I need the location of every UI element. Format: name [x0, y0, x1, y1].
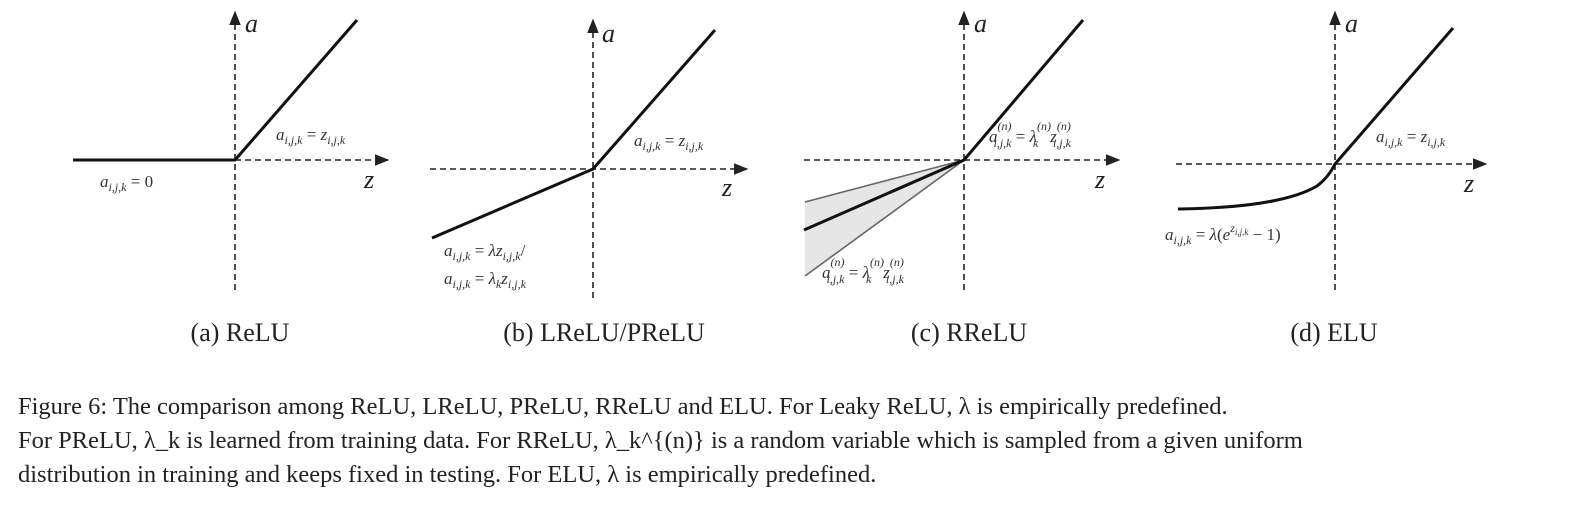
- x-axis-label: z: [1463, 169, 1474, 198]
- caption-relu: (a) ReLU: [191, 318, 290, 347]
- figure-caption-line-2: For PReLU, λ_k is learned from training …: [18, 427, 1303, 454]
- elu-curve: [1177, 27, 1455, 211]
- x-axis-label: z: [1094, 165, 1105, 194]
- elu-negative-label: ai,j,k = λ(ezi,j,k − 1): [1165, 221, 1281, 247]
- rrelu-slope-upper-bound: [804, 159, 965, 203]
- figure-label: Figure 6:: [18, 393, 108, 420]
- panel-lrelu-prelu: a z ai,j,k = zi,j,k ai,j,k = λzi,j,k/ ai…: [430, 18, 749, 347]
- rrelu-slope-lower-bound: [804, 159, 965, 277]
- rrelu-positive-label: a(n) i,j,k = λ(n) k z(n) i,j,k: [989, 119, 1072, 150]
- caption-lrelu-prelu: (b) LReLU/PReLU: [503, 318, 705, 347]
- lrelu-positive-label: ai,j,k = zi,j,k: [634, 131, 704, 153]
- relu-curve: [73, 19, 359, 162]
- rrelu-curve: [803, 19, 1085, 232]
- prelu-negative-label-2: ai,j,k = λkzi,j,k: [444, 269, 527, 291]
- rrelu-negative-label: a(n) i,j,k = λ(n) k z(n) i,j,k: [822, 255, 905, 286]
- y-axis-label: a: [974, 9, 987, 38]
- elu-positive-label: ai,j,k = zi,j,k: [1376, 127, 1446, 149]
- caption-rrelu: (c) RReLU: [911, 318, 1027, 347]
- figure-caption-line-1: Figure 6: The comparison among ReLU, LRe…: [18, 393, 1228, 420]
- figure-caption: Figure 6: The comparison among ReLU, LRe…: [18, 390, 1566, 492]
- caption-elu: (d) ELU: [1290, 318, 1378, 347]
- x-axis-label: z: [721, 173, 732, 202]
- panel-relu: a z ai,j,k = zi,j,k ai,j,k = 0 (a) ReLU: [73, 9, 390, 347]
- relu-negative-label: ai,j,k = 0: [100, 172, 153, 194]
- panel-elu: a z ai,j,k = zi,j,k ai,j,k = λ(ezi,j,k −…: [1165, 9, 1488, 347]
- y-axis-label: a: [602, 19, 615, 48]
- y-axis-label: a: [245, 9, 258, 38]
- panel-rrelu: a z a(n) i,j,k = λ(n) k z(n) i,j,k a(n) i,j,k…: [803, 9, 1121, 347]
- x-axis-label: z: [363, 165, 374, 194]
- relu-positive-label: ai,j,k = zi,j,k: [276, 125, 346, 147]
- y-axis-label: a: [1345, 9, 1358, 38]
- lrelu-curve: [431, 29, 717, 240]
- lrelu-negative-label-1: ai,j,k = λzi,j,k/: [444, 241, 526, 263]
- figure-caption-line-3: distribution in training and keeps fixed…: [18, 461, 877, 488]
